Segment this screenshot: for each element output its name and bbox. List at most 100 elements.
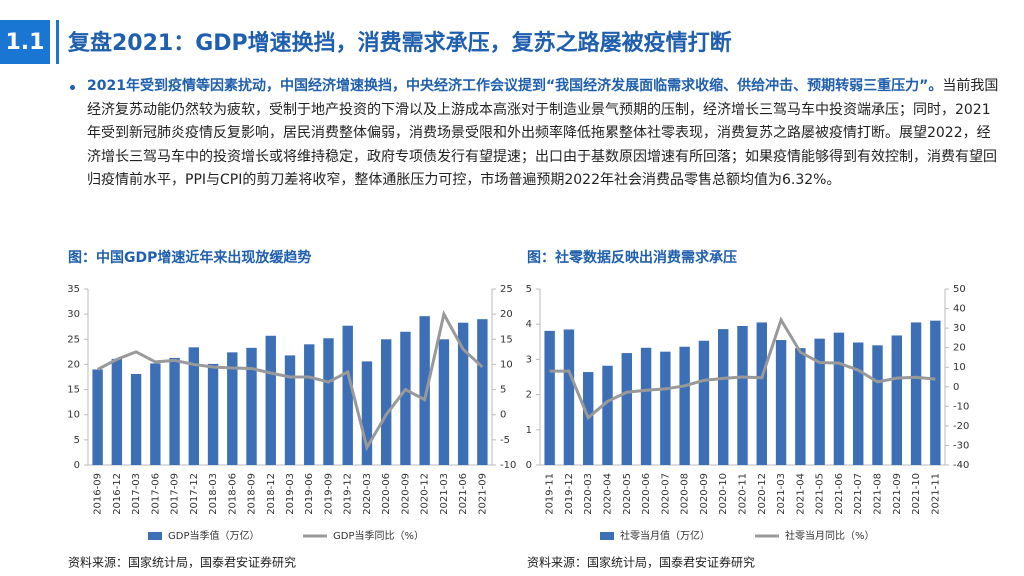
legend-swatch xyxy=(600,532,614,540)
x-tick-label: 2016-12 xyxy=(112,473,123,515)
y2-tick-label: -10 xyxy=(953,401,969,412)
y2-tick-label: 10 xyxy=(953,362,966,373)
y-tick-label: 1 xyxy=(526,425,532,436)
x-tick-label: 2018-06 xyxy=(227,473,238,515)
page-title: 复盘2021：GDP增速换挡，消费需求承压，复苏之路屡被疫情打断 xyxy=(67,30,732,56)
x-tick-label: 2021-11 xyxy=(930,473,941,515)
bar xyxy=(207,363,219,465)
x-tick-label: 2019-12 xyxy=(343,473,354,515)
bar xyxy=(563,329,575,465)
line xyxy=(96,309,484,452)
x-tick-label: 2019-09 xyxy=(323,473,334,515)
x-tick-label: 2021-07 xyxy=(853,473,864,515)
x-tick-label: 2020-11 xyxy=(738,473,749,515)
bar xyxy=(833,332,845,465)
bar xyxy=(602,365,613,465)
bar xyxy=(756,322,767,465)
paragraph: 2021年受到疫情等因素扰动，中国经济增速换挡，中央经济工作会议提到“我国经济发… xyxy=(87,75,1002,193)
bar xyxy=(304,344,315,465)
bar xyxy=(872,345,883,465)
x-tick-label: 2021-03 xyxy=(439,473,450,515)
bar xyxy=(92,369,103,465)
x-tick-label: 2017-09 xyxy=(170,473,181,515)
x-tick-label: 2016-09 xyxy=(93,473,104,515)
y-tick-label: 15 xyxy=(67,385,80,396)
title-bar xyxy=(56,20,59,64)
bar xyxy=(265,335,276,465)
y-tick-label: 0 xyxy=(74,460,80,471)
x-tick-label: 2021-03 xyxy=(776,473,787,515)
chart-title: 图：社零数据反映出消费需求承压 xyxy=(527,249,737,266)
bar xyxy=(621,353,632,465)
highlight-text: 2021年受到疫情等因素扰动，中国经济增速换挡，中央经济工作会议提到“我国经济发… xyxy=(87,78,943,94)
y2-tick-label: 0 xyxy=(953,382,959,393)
bar xyxy=(679,346,690,465)
bar xyxy=(544,330,555,465)
x-tick-label: 2021-06 xyxy=(458,473,469,515)
y2-tick-label: 10 xyxy=(500,359,513,370)
bar xyxy=(814,338,825,465)
x-tick-label: 2017-12 xyxy=(189,473,200,515)
bar xyxy=(227,352,238,465)
x-tick-label: 2017-03 xyxy=(131,473,142,515)
chart-title: 图：中国GDP增速近年来出现放缓趋势 xyxy=(68,249,311,266)
x-tick-label: 2019-06 xyxy=(304,473,315,515)
bar xyxy=(795,348,806,465)
y-tick-label: 5 xyxy=(74,435,80,446)
body-text: 当前我国经济复苏动能仍然较为疲软，受制于地产投资的下滑以及上游成本高涨对于制造业… xyxy=(87,78,999,188)
bar xyxy=(111,358,123,465)
y2-tick-label: 40 xyxy=(953,304,966,315)
legend-label: 社零当月值（万亿） xyxy=(620,529,710,542)
y-tick-label: 20 xyxy=(67,359,80,370)
x-tick-label: 2017-06 xyxy=(150,473,161,515)
x-tick-label: 2020-05 xyxy=(622,473,633,515)
x-tick-label: 2020-12 xyxy=(420,473,431,515)
bar xyxy=(718,329,729,465)
bar xyxy=(342,325,353,465)
bar xyxy=(930,320,941,465)
x-tick-label: 2021-04 xyxy=(795,473,806,515)
bar xyxy=(419,316,430,465)
y-tick-label: 2 xyxy=(526,390,532,401)
bar xyxy=(853,342,864,465)
x-tick-label: 2021-09 xyxy=(892,473,903,515)
y2-tick-label: 15 xyxy=(500,334,513,345)
x-tick-label: 2020-03 xyxy=(362,473,373,515)
bar xyxy=(130,373,142,465)
legend-label: GDP当季同比（%） xyxy=(333,529,424,542)
bar xyxy=(737,325,748,465)
number-box xyxy=(0,20,50,64)
bar xyxy=(150,363,161,465)
bar xyxy=(910,322,922,465)
x-tick-label: 2019-12 xyxy=(564,473,575,515)
y2-tick-label: 20 xyxy=(500,309,513,320)
legend-label: 社零当月同比（%） xyxy=(785,529,875,542)
y-tick-label: 0 xyxy=(526,460,532,471)
y2-tick-label: -5 xyxy=(500,435,510,446)
bar xyxy=(457,322,469,465)
x-tick-label: 2019-03 xyxy=(285,473,296,515)
y2-tick-label: 5 xyxy=(500,385,506,396)
y2-tick-label: -10 xyxy=(500,460,516,471)
x-tick-label: 2018-09 xyxy=(247,473,258,515)
bar xyxy=(246,347,257,465)
source: 资料来源：国家统计局，国泰君安证券研究 xyxy=(527,555,755,570)
bar xyxy=(477,319,488,465)
bar xyxy=(775,340,787,465)
legend-swatch xyxy=(148,532,162,540)
x-tick-label: 2021-05 xyxy=(815,473,826,515)
bullet xyxy=(70,85,75,90)
bar xyxy=(361,361,373,465)
y-tick-label: 5 xyxy=(526,284,532,295)
x-tick-label: 2021-08 xyxy=(873,473,884,515)
bar xyxy=(400,331,411,465)
section-number: 1.1 xyxy=(6,30,45,55)
y-tick-label: 10 xyxy=(67,410,80,421)
x-tick-label: 2020-04 xyxy=(603,473,614,515)
x-tick-label: 2020-06 xyxy=(641,473,652,515)
y2-tick-label: 30 xyxy=(953,323,966,334)
line xyxy=(549,316,936,421)
x-tick-label: 2020-09 xyxy=(699,473,710,515)
